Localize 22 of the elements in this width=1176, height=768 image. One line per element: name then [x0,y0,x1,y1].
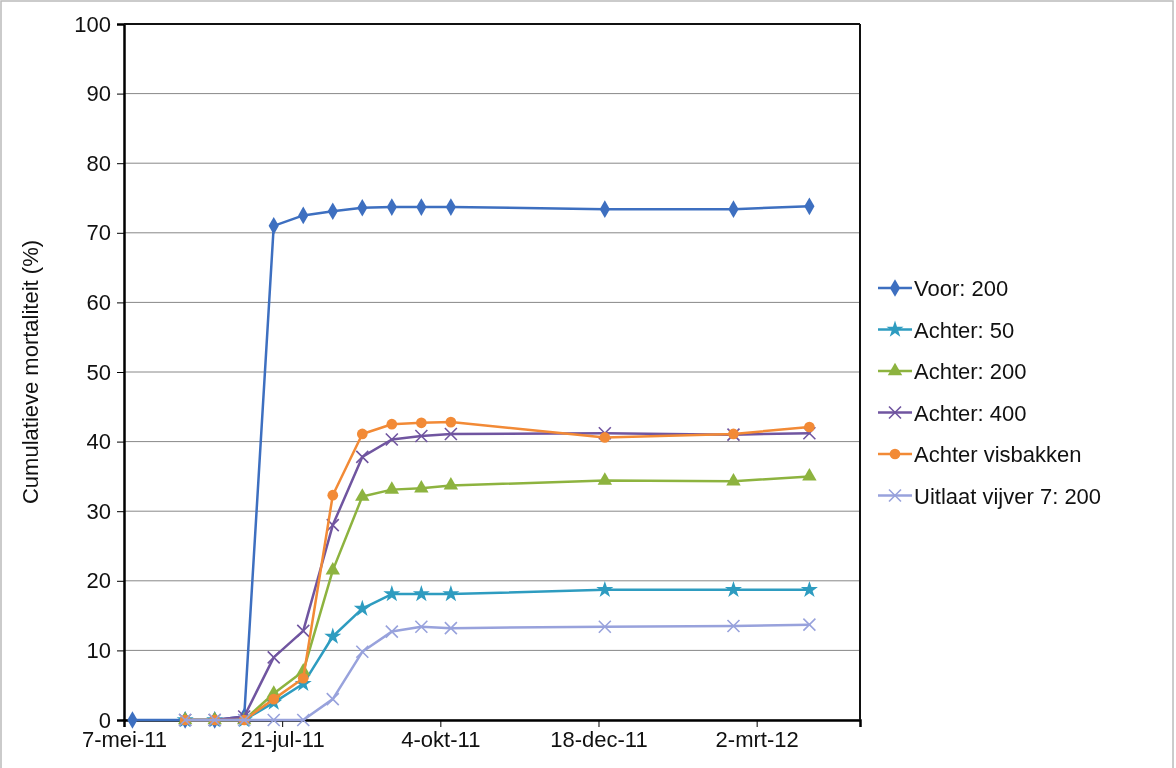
y-tick-label: 100 [74,11,111,37]
x-tick-label: 2-mrt-12 [715,726,799,752]
y-tick-label: 50 [86,359,111,385]
x-tick-label: 4-okt-11 [401,726,481,752]
y-tick-label: 60 [86,289,111,315]
y-tick-label: 30 [86,498,111,524]
y-tick-label: 90 [86,81,111,107]
legend-label: Achter: 200 [914,359,1027,384]
y-tick-label: 40 [86,429,111,455]
y-tick-label: 0 [98,707,111,733]
legend-label: Achter visbakken [914,442,1082,467]
legend-label: Achter: 400 [914,400,1027,426]
legend-label: Voor: 200 [914,276,1009,301]
y-tick-label: 80 [86,150,111,176]
x-tick-label: 21-jul-11 [240,726,325,752]
legend-label: Achter: 50 [914,317,1015,343]
y-tick-label: 70 [86,220,111,246]
y-tick-label: 20 [86,568,111,594]
y-axis-title: Cumulatieve mortaliteit (%) [18,239,43,505]
y-tick-label: 10 [86,637,111,663]
legend-label: Uitlaat vijver 7: 200 [914,483,1102,509]
x-tick-label: 18-dec-11 [550,726,648,752]
